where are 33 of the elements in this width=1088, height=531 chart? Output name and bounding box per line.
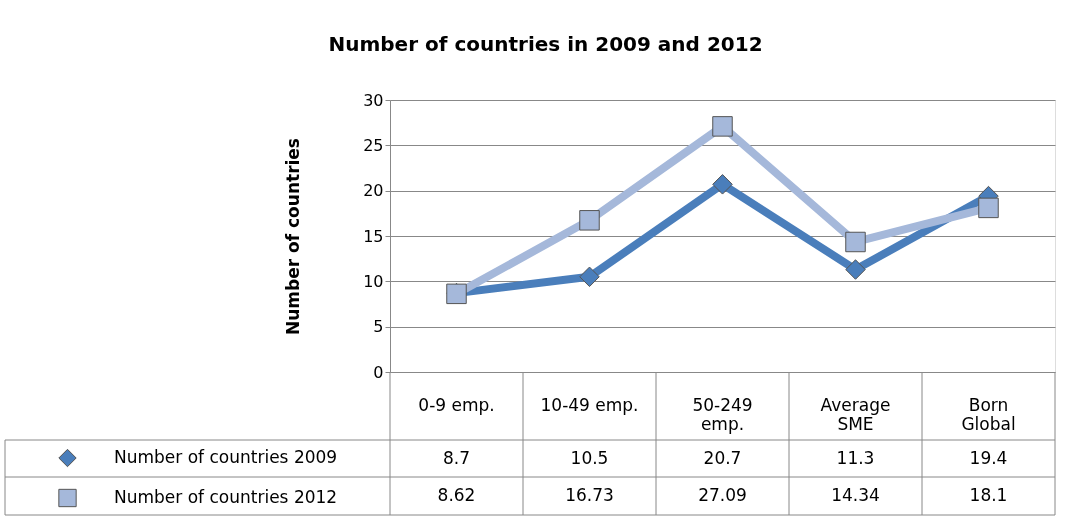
data-label: 20.7 [703,447,742,468]
y-tick-label: 10 [363,271,384,291]
y-tick-label: 5 [373,317,384,337]
point [712,174,733,195]
y-tick-label: 0 [373,362,384,382]
data-label: 27.09 [698,485,747,505]
x-tick-label: Born Global [961,395,1016,434]
point [845,231,866,253]
data-label: 10.5 [570,447,609,468]
data-label: 8.62 [437,485,476,505]
data-label: 16.73 [565,485,614,505]
data-label: 19.4 [969,447,1008,468]
point [712,116,733,137]
x-tick-label: 0-9 emp. [418,395,495,415]
data-label: 11.3 [836,447,875,468]
x-tick-label: Average SME [820,395,891,434]
y-tick-label: 15 [363,226,384,246]
data-label: 8.7 [442,447,471,468]
chart-title: Number of countries in 2009 and 2012 [328,32,763,56]
point [579,266,600,288]
y-tick-label: 30 [363,90,384,110]
y-tick-label: 20 [363,181,384,201]
data-label: 14.34 [831,485,880,505]
legend-label: Number of countries 2009 [114,447,338,467]
y-tick-label: 25 [363,135,384,155]
point [978,197,999,219]
legend-label: Number of countries 2012 [114,487,338,507]
y-axis-title: Number of countries [283,138,304,335]
point [845,259,866,280]
x-tick-label: 50-249 emp. [692,395,753,434]
data-label: 18.1 [969,485,1008,505]
x-tick-label: 10-49 emp. [540,395,639,415]
point [579,210,600,231]
